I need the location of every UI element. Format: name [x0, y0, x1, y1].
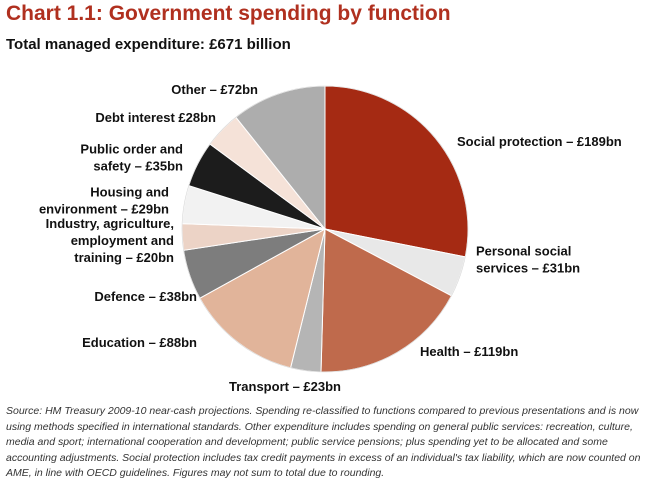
slice-label-social-protection: Social protection – £189bn: [457, 134, 622, 149]
slice-label-line: safety – £35bn: [93, 159, 183, 174]
pie-outline: [181, 85, 469, 373]
slice-label-personal-social-services: Personal social services – £31bn: [476, 244, 580, 276]
slice-label-line: Transport – £23bn: [229, 379, 341, 394]
slice-label-defence: Defence – £38bn: [94, 289, 197, 304]
slice-label-line: training – £20bn: [74, 250, 174, 265]
chart-title: Chart 1.1: Government spending by functi…: [6, 2, 451, 25]
chart-subtitle: Total managed expenditure: £671 billion: [6, 36, 291, 53]
slice-label-housing: Housing and environment – £29bn: [39, 185, 169, 217]
slice-label-line: Health – £119bn: [420, 344, 518, 359]
slice-label-line: Education – £88bn: [82, 335, 197, 350]
pie-slice-social-protection: [324, 85, 469, 258]
slice-label-line: Other – £72bn: [171, 82, 258, 97]
slice-label-line: Personal social: [476, 244, 571, 259]
pie-chart: Social protection – £189bn Personal socia…: [39, 82, 622, 394]
slice-label-other: Other – £72bn: [171, 82, 258, 97]
slice-label-line: Social protection – £189bn: [457, 134, 622, 149]
slice-label-line: environment – £29bn: [39, 202, 169, 217]
slice-label-line: Debt interest £28bn: [95, 110, 216, 125]
slice-label-line: services – £31bn: [476, 261, 580, 276]
slice-label-public-order: Public order and safety – £35bn: [80, 142, 183, 174]
slice-label-line: Industry, agriculture,: [46, 216, 174, 231]
slice-label-transport: Transport – £23bn: [229, 379, 341, 394]
slice-label-education: Education – £88bn: [82, 335, 197, 350]
slice-label-line: Public order and: [80, 142, 183, 157]
slice-label-health: Health – £119bn: [420, 344, 518, 359]
slice-label-debt-interest: Debt interest £28bn: [95, 110, 216, 125]
slice-label-line: Defence – £38bn: [94, 289, 197, 304]
slice-label-line: employment and: [71, 233, 174, 248]
slice-label-industry: Industry, agriculture, employment and trai…: [46, 216, 174, 265]
slice-label-line: Housing and: [90, 185, 169, 200]
source-note: Source: HM Treasury 2009-10 near-cash pr…: [6, 405, 641, 479]
